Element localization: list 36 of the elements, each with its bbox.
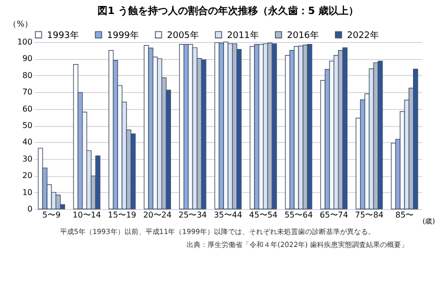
y-axis-title: （%） bbox=[8, 20, 32, 28]
x-tick-label: 20〜24 bbox=[143, 210, 172, 220]
y-tick-label: 100 bbox=[17, 38, 32, 46]
x-tick-label: 85〜 bbox=[395, 210, 414, 220]
y-tick-label: 70 bbox=[22, 88, 32, 97]
y-tick-label: 40 bbox=[22, 138, 32, 147]
chart-title: 図1 う蝕を持つ人の割合の年次推移（永久歯：5 歳以上） bbox=[98, 5, 358, 17]
y-tick-label: 30 bbox=[22, 154, 32, 164]
y-tick-label: 60 bbox=[22, 104, 32, 114]
legend-label: 2016年 bbox=[287, 30, 319, 41]
legend-label: 1999年 bbox=[107, 30, 139, 41]
y-tick-label: 10 bbox=[22, 188, 32, 197]
x-tick-label: 65〜74 bbox=[320, 210, 348, 220]
x-tick-label: 45〜54 bbox=[249, 210, 278, 220]
y-tick-label: 50 bbox=[22, 121, 32, 130]
legend-label: 1993年 bbox=[47, 30, 79, 41]
x-tick-label: 10〜14 bbox=[72, 210, 101, 220]
y-tick-label: 20 bbox=[22, 171, 32, 180]
bar bbox=[378, 60, 383, 210]
x-tick-label: 55〜64 bbox=[284, 210, 313, 220]
legend-label: 2022年 bbox=[347, 30, 379, 41]
x-tick-label: 75〜84 bbox=[355, 210, 384, 220]
x-tick-label: 5〜9 bbox=[42, 210, 61, 220]
legend-label: 2005年 bbox=[167, 30, 199, 41]
y-tick-label: 80 bbox=[22, 70, 32, 80]
bar bbox=[342, 47, 348, 210]
x-tick-label: 35〜44 bbox=[214, 210, 242, 220]
bar bbox=[201, 59, 206, 210]
y-tick-label: 90 bbox=[22, 54, 32, 64]
bar bbox=[73, 64, 78, 210]
x-tick-label: 25〜34 bbox=[178, 210, 207, 220]
legend-label: 2011年 bbox=[227, 30, 259, 41]
x-tick-label: 15〜19 bbox=[108, 210, 136, 220]
bar bbox=[95, 156, 100, 210]
y-tick-label: 0 bbox=[27, 204, 32, 214]
bar bbox=[272, 43, 277, 210]
